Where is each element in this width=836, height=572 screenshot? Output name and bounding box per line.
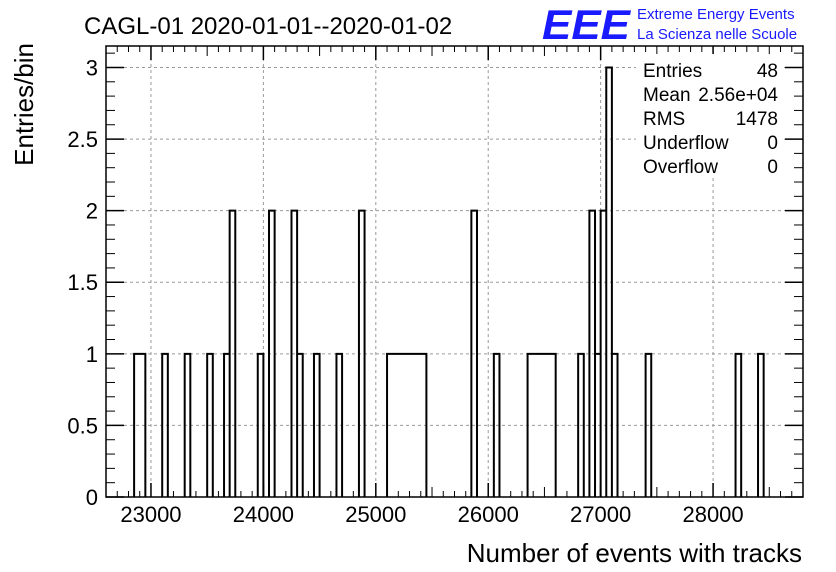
y-tick-labels: 0 0.5 1 1.5 2 2.5 3: [67, 55, 98, 510]
y-tick-label: 1.5: [67, 270, 98, 295]
histogram-line: [133, 66, 765, 497]
stats-label: Mean: [643, 85, 691, 106]
x-axis-label: Number of events with tracks: [467, 538, 802, 568]
x-tick-label: 23000: [120, 502, 181, 527]
eee-logo: EEE Extreme Energy Events La Scienza nel…: [542, 1, 797, 48]
x-tick-labels: 23000 24000 25000 26000 27000 28000: [120, 502, 743, 527]
chart-title: CAGL-01 2020-01-01--2020-01-02: [84, 13, 452, 40]
stats-value: 2.56e+04: [698, 85, 778, 106]
x-tick-label: 26000: [458, 502, 519, 527]
x-tick-label: 28000: [682, 502, 743, 527]
y-tick-label: 2: [86, 199, 98, 224]
stats-label: Overflow: [643, 157, 718, 178]
stats-box: [636, 54, 784, 178]
stats-label: Underflow: [643, 133, 729, 154]
stats-value: 0: [767, 157, 778, 178]
x-tick-label: 27000: [570, 502, 631, 527]
stats-value: 1478: [736, 109, 778, 130]
stats-label: RMS: [643, 109, 685, 130]
x-tick-label: 25000: [345, 502, 406, 527]
y-tick-label: 1: [86, 342, 98, 367]
y-axis-label: Entries/bin: [9, 43, 39, 166]
y-tick-label: 0: [86, 485, 98, 510]
x-tick-label: 24000: [233, 502, 294, 527]
stats-table: Entries 48 Mean 2.56e+04 RMS 1478 Underflow 0 Ov…: [643, 61, 778, 178]
eee-logo-line1: Extreme Energy Events: [637, 6, 795, 23]
eee-logo-line2: La Scienza nelle Scuole: [637, 26, 797, 43]
y-tick-label: 2.5: [67, 127, 98, 152]
axis-ticks: [105, 46, 804, 498]
y-tick-label: 3: [86, 55, 98, 80]
grid: [106, 46, 803, 498]
stats-value: 0: [767, 133, 778, 154]
eee-logo-mark: EEE: [542, 1, 632, 48]
stats-label: Entries: [643, 61, 702, 82]
y-tick-label: 0.5: [67, 413, 98, 438]
stats-value: 48: [757, 61, 778, 82]
